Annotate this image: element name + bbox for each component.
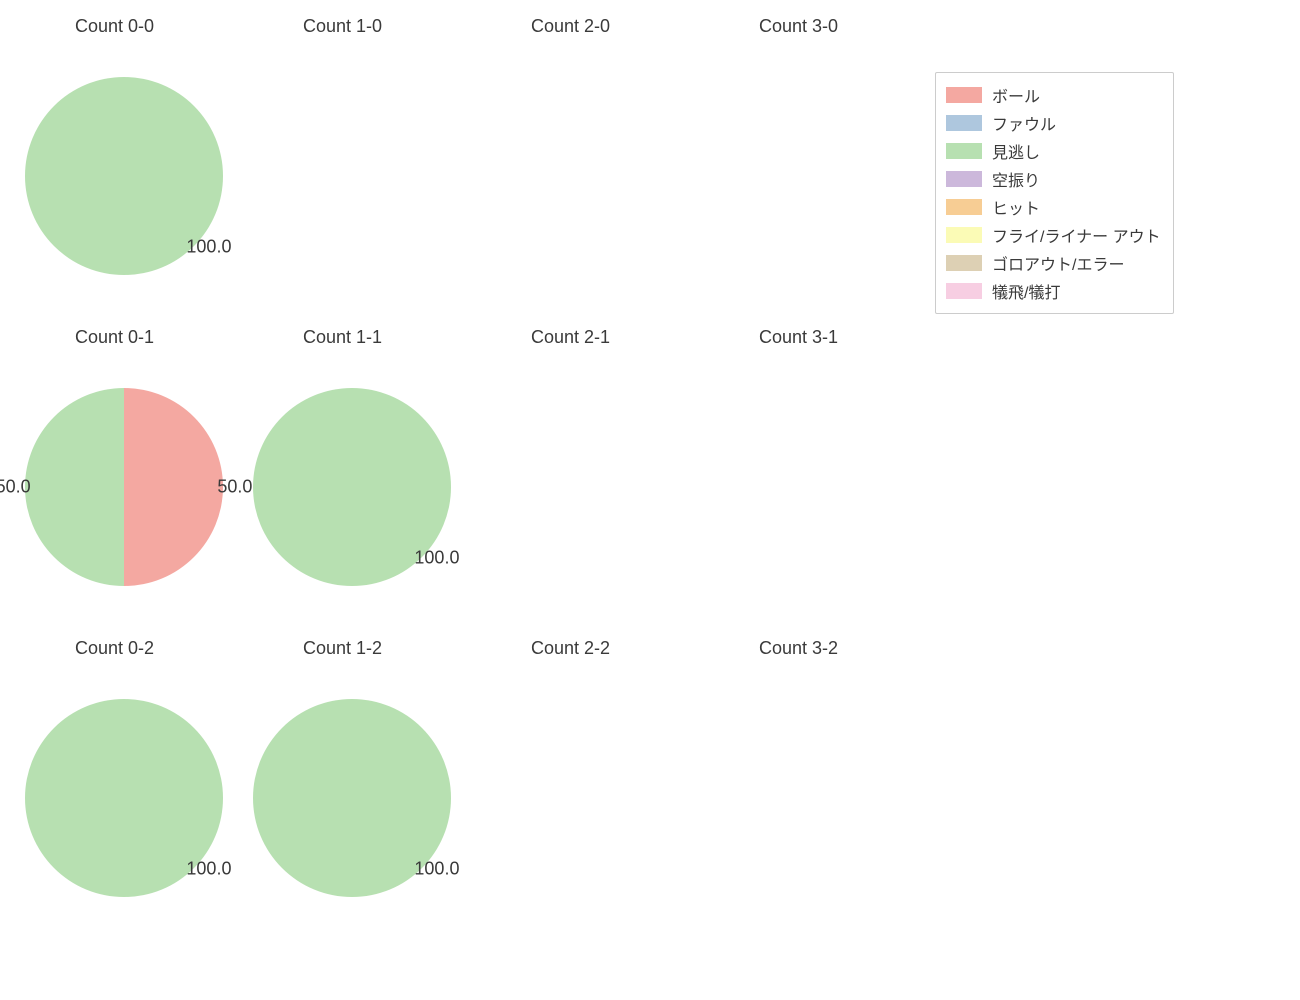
slice-label: 50.0 (0, 477, 31, 498)
legend-item: ボール (946, 81, 1161, 109)
legend-swatch (946, 227, 982, 243)
panel-title: Count 0-0 (75, 16, 154, 37)
legend-swatch (946, 87, 982, 103)
legend-swatch (946, 255, 982, 271)
legend-item: 見逃し (946, 137, 1161, 165)
legend-item: 犠飛/犠打 (946, 277, 1161, 305)
slice-label: 100.0 (186, 859, 231, 880)
panel-title: Count 1-1 (303, 327, 382, 348)
legend-label: ゴロアウト/エラー (992, 251, 1124, 275)
slice-label: 100.0 (414, 548, 459, 569)
panel-title: Count 2-0 (531, 16, 610, 37)
panel-title: Count 3-0 (759, 16, 838, 37)
panel-title: Count 3-2 (759, 638, 838, 659)
legend-label: 犠飛/犠打 (992, 279, 1060, 303)
legend-swatch (946, 115, 982, 131)
legend-label: 見逃し (992, 139, 1040, 163)
panel-title: Count 1-0 (303, 16, 382, 37)
legend-swatch (946, 199, 982, 215)
legend-label: ファウル (992, 111, 1056, 135)
legend-item: ゴロアウト/エラー (946, 249, 1161, 277)
legend-item: ヒット (946, 193, 1161, 221)
legend-swatch (946, 143, 982, 159)
slice-label: 100.0 (414, 859, 459, 880)
legend: ボールファウル見逃し空振りヒットフライ/ライナー アウトゴロアウト/エラー犠飛/… (935, 72, 1174, 314)
panel-title: Count 1-2 (303, 638, 382, 659)
legend-item: ファウル (946, 109, 1161, 137)
pie-chart (25, 388, 223, 586)
panel-title: Count 3-1 (759, 327, 838, 348)
panel-title: Count 0-1 (75, 327, 154, 348)
legend-item: フライ/ライナー アウト (946, 221, 1161, 249)
legend-label: フライ/ライナー アウト (992, 223, 1161, 247)
legend-swatch (946, 283, 982, 299)
legend-label: ヒット (992, 195, 1040, 219)
legend-label: ボール (992, 83, 1040, 107)
legend-label: 空振り (992, 167, 1040, 191)
legend-item: 空振り (946, 165, 1161, 193)
panel-title: Count 0-2 (75, 638, 154, 659)
panel-title: Count 2-2 (531, 638, 610, 659)
legend-swatch (946, 171, 982, 187)
slice-label: 100.0 (186, 237, 231, 258)
panel-title: Count 2-1 (531, 327, 610, 348)
slice-label: 50.0 (217, 477, 252, 498)
